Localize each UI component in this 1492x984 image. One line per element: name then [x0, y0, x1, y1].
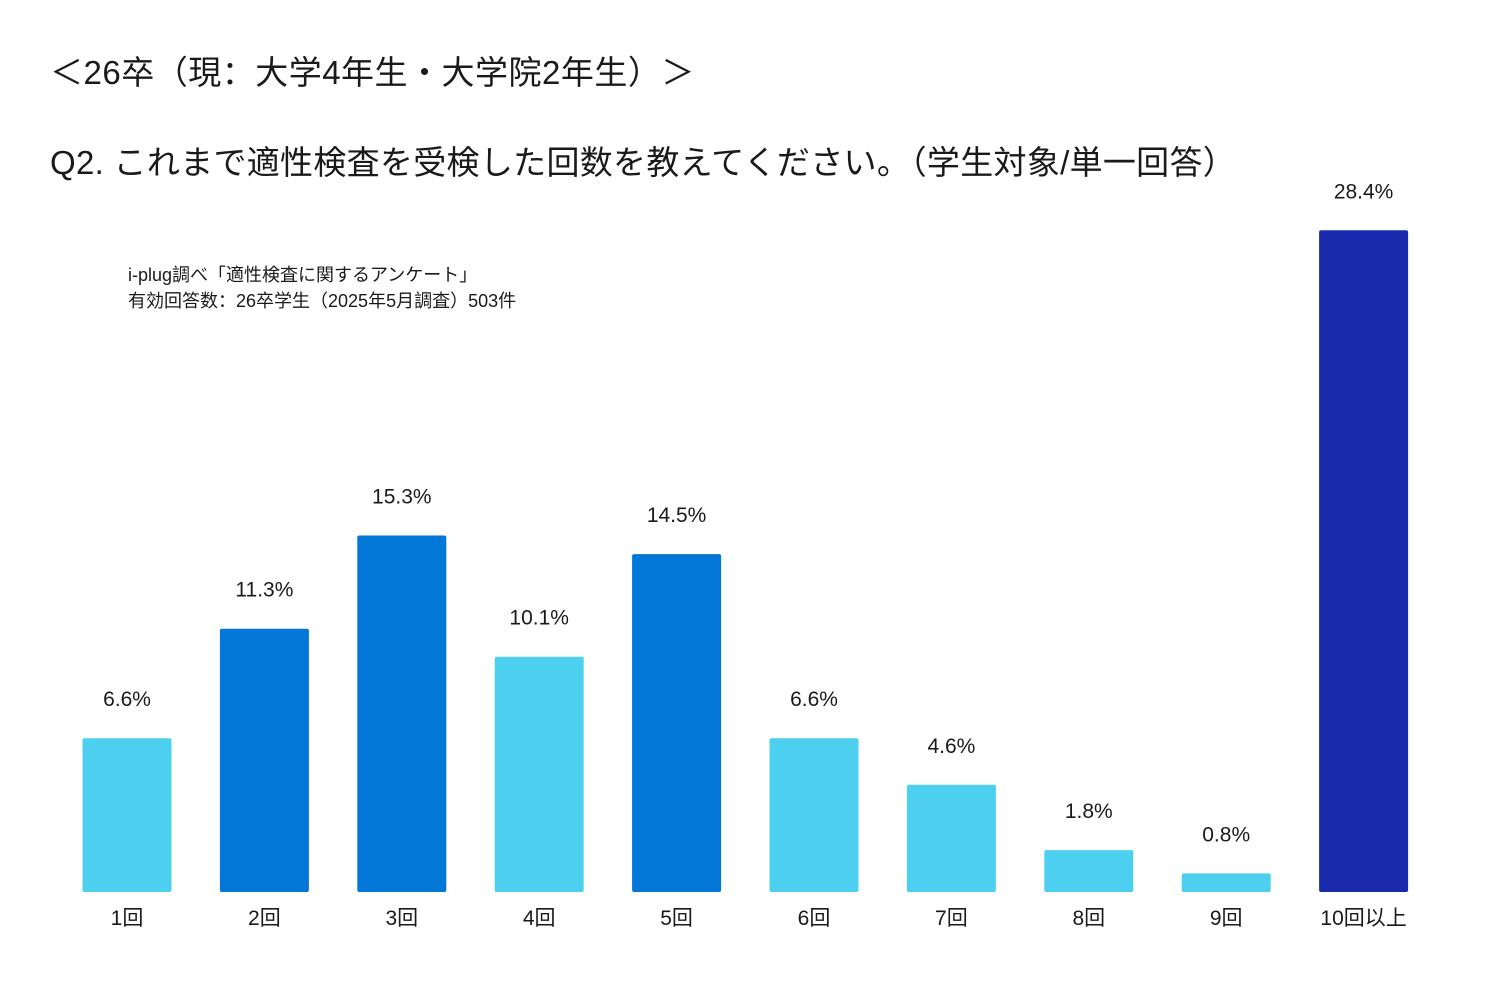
category-label-2: 2回 [248, 907, 281, 930]
bar-7 [906, 784, 996, 892]
category-label-7: 7回 [935, 907, 968, 930]
category-label-4: 4回 [523, 907, 556, 930]
page-title: ＜26卒（現：大学4年生・大学院2年生）＞ [50, 54, 695, 91]
bars-group [82, 230, 1409, 893]
source-survey-line: i-plug調べ「適性検査に関するアンケート」 [128, 265, 478, 285]
value-label-1: 6.6% [103, 688, 151, 711]
category-label-6: 6回 [798, 907, 831, 930]
bar-8 [1044, 850, 1134, 892]
bar-9 [1181, 873, 1271, 892]
value-label-5: 14.5% [647, 504, 707, 527]
source-respondents-line: 有効回答数：26卒学生（2025年5月調査）503件 [128, 291, 517, 311]
bar-1 [82, 738, 172, 892]
category-label-1: 1回 [111, 907, 144, 930]
category-label-10: 10回以上 [1320, 907, 1406, 930]
category-label-5: 5回 [660, 907, 693, 930]
value-label-2: 11.3% [235, 579, 293, 602]
bar-4 [494, 656, 584, 892]
chart-title: Q2. これまで適性検査を受検した回数を教えてください。（学生対象/単一回答） [50, 144, 1237, 181]
value-labels-group: 6.6% 11.3% 15.3% 10.1% 14.5% 6.6% 4.6% 1.8% 0.8%… [103, 180, 1393, 846]
source-note: i-plug調べ「適性検査に関するアンケート」 有効回答数：26卒学生（2025… [128, 262, 516, 314]
category-label-9: 9回 [1210, 907, 1243, 930]
category-labels-group: 1回 2回 3回 4回 5回 6回 7回 8回 9回 10回以上 [111, 907, 1407, 930]
bar-6 [769, 738, 859, 892]
value-label-8: 1.8% [1065, 800, 1113, 823]
value-label-3: 15.3% [372, 486, 432, 509]
category-label-8: 8回 [1072, 907, 1105, 930]
bar-2 [219, 628, 309, 892]
bar-3 [357, 535, 447, 892]
category-label-3: 3回 [385, 907, 418, 930]
value-label-7: 4.6% [927, 735, 975, 758]
value-label-10: 28.4% [1334, 180, 1394, 203]
value-label-6: 6.6% [790, 688, 838, 711]
value-label-4: 10.1% [509, 607, 569, 630]
bar-5 [632, 554, 722, 892]
value-label-9: 0.8% [1202, 823, 1250, 846]
bar-10 [1319, 230, 1409, 893]
